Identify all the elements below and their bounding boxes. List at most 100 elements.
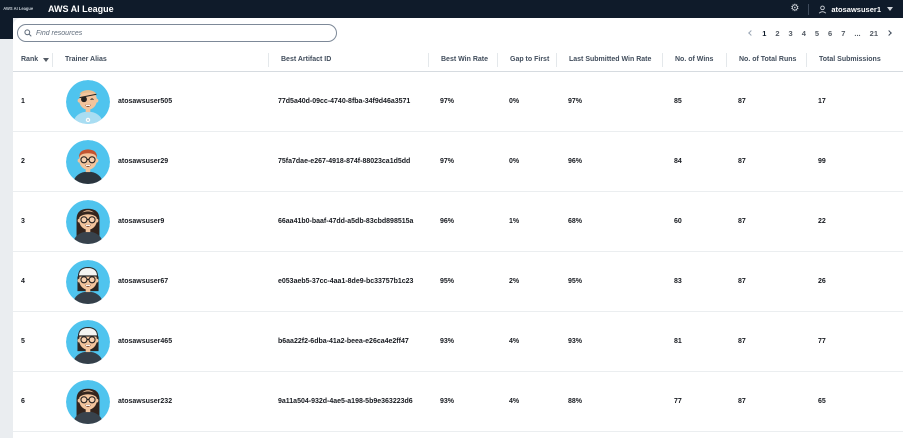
last-submitted-win-rate-cell: 97% [568,98,583,105]
table-row: 6 atosawsuser232 9a11a504-932d-4ae5-a198… [13,372,903,432]
column-header-best-artifact-id[interactable]: Best Artifact ID [268,52,428,67]
page-button-7[interactable]: 7 [841,28,846,38]
page-button-3[interactable]: 3 [788,28,793,38]
no-of-wins-cell: 60 [674,218,682,225]
best-win-rate-cell: 93% [440,398,455,405]
sort-descending-icon [43,57,50,62]
chevron-down-icon [887,7,893,11]
column-header-no-of-wins[interactable]: No. of Wins [662,52,726,67]
best-artifact-id-cell: 77d5a40d-09cc-4740-8fba-34f9d46a3571 [278,98,411,105]
page-button-21[interactable]: 21 [869,28,878,38]
best-win-rate-cell: 96% [440,218,455,225]
no-of-wins-cell: 83 [674,278,682,285]
total-submissions-cell: 77 [818,338,826,345]
trainer-avatar-red-hair-glasses [66,139,110,184]
no-of-total-runs-cell: 87 [738,278,746,285]
aws-ai-league-logo[interactable]: AWS AI League [3,6,34,12]
trainer-alias-cell: atosawsuser67 [52,259,268,304]
best-artifact-id-cell: e053aeb5-37cc-4aa1-8de9-bc33757b1c23 [278,278,414,285]
page-button-6[interactable]: 6 [828,28,833,38]
trainer-alias-label: atosawsuser232 [118,398,173,405]
trainer-avatar-long-dark-hair-glasses [66,379,110,424]
next-page-icon[interactable] [886,30,892,36]
best-win-rate-cell: 93% [440,338,455,345]
column-header-rank[interactable]: Rank [13,53,52,67]
rank-cell: 6 [21,398,25,405]
rank-cell: 2 [21,158,25,165]
table-body: 1 atosawsuser505 77d5a40d-09cc-4740-8fba… [13,72,903,432]
total-submissions-cell: 26 [818,278,826,285]
previous-page-icon[interactable] [748,30,755,36]
trainer-alias-cell: atosawsuser29 [52,139,268,184]
table-row: 4 atosawsuser67 e053aeb5-37cc-4aa1-8de9-… [13,252,903,312]
username-label: atosawsuser1 [831,4,881,14]
topbar-divider [808,3,810,15]
column-header-best-win-rate[interactable]: Best Win Rate [428,52,497,67]
rank-cell: 4 [21,278,25,285]
last-submitted-win-rate-cell: 93% [568,338,583,345]
table-header-row: Rank Trainer Alias Best Artifact ID Best… [13,48,903,72]
trainer-alias-label: atosawsuser9 [118,218,165,225]
collapsed-side-nav [0,18,13,39]
best-artifact-id-cell: 9a11a504-932d-4ae5-a198-5b9e363223d6 [278,398,413,405]
table-row: 3 atosawsuser9 66aa41b0-baaf-47dd-a5db-8… [13,192,903,252]
column-header-label: Rank [21,56,39,63]
gap-to-first-cell: 0% [509,158,520,165]
total-submissions-cell: 99 [818,158,826,165]
page-number-list: 1 2 3 4 5 6 7... 21 [762,29,878,38]
search-box[interactable] [17,24,337,42]
best-win-rate-cell: 95% [440,278,455,285]
no-of-total-runs-cell: 87 [738,98,746,105]
no-of-wins-cell: 85 [674,98,682,105]
last-submitted-win-rate-cell: 96% [568,158,583,165]
page-button-5[interactable]: 5 [814,28,820,38]
top-navigation-bar: AWS AI League AWS AI League ⚙ atosawsuse… [0,0,903,18]
no-of-total-runs-cell: 87 [738,338,746,345]
page-ellipsis: ... [854,28,861,38]
column-header-trainer-alias[interactable]: Trainer Alias [52,52,268,67]
no-of-wins-cell: 81 [674,338,682,345]
trainer-alias-cell: atosawsuser232 [52,379,268,424]
gap-to-first-cell: 4% [509,398,520,405]
trainer-alias-label: atosawsuser505 [118,98,173,105]
column-header-no-of-total-runs[interactable]: No. of Total Runs [726,52,806,67]
column-header-total-submissions[interactable]: Total Submissions [806,52,903,67]
trainer-alias-label: atosawsuser465 [118,338,173,345]
page-title: AWS AI League [48,4,114,14]
total-submissions-cell: 65 [818,398,826,405]
no-of-total-runs-cell: 87 [738,218,746,225]
topbar-utilities: ⚙ atosawsuser1 [790,3,903,15]
search-input[interactable] [36,29,330,37]
last-submitted-win-rate-cell: 95% [568,278,583,285]
column-header-last-submitted-win-rate[interactable]: Last Submitted Win Rate [556,52,662,67]
pagination: 1 2 3 4 5 6 7... 21 [748,29,893,38]
gap-to-first-cell: 2% [509,278,520,285]
rank-cell: 3 [21,218,25,225]
best-win-rate-cell: 97% [440,158,455,165]
trainer-alias-cell: atosawsuser505 [52,79,268,124]
trainer-avatar-white-headband-glasses [66,319,110,364]
rank-cell: 5 [21,338,25,345]
gap-to-first-cell: 1% [509,218,520,225]
no-of-total-runs-cell: 87 [738,398,746,405]
column-header-gap-to-first[interactable]: Gap to First [497,52,556,67]
no-of-wins-cell: 84 [674,158,682,165]
gear-icon[interactable]: ⚙ [790,3,800,14]
total-submissions-cell: 22 [818,218,826,225]
best-win-rate-cell: 97% [440,98,455,105]
rank-cell: 1 [21,98,25,105]
no-of-total-runs-cell: 87 [738,158,746,165]
page-button-1[interactable]: 1 [762,28,767,38]
page-button-2[interactable]: 2 [775,28,780,38]
best-artifact-id-cell: 75fa7dae-e267-4918-874f-88023ca1d5dd [278,158,411,165]
trainer-avatar-white-headband-glasses [66,259,110,304]
gap-to-first-cell: 0% [509,98,520,105]
page-button-4[interactable]: 4 [801,28,806,38]
gap-to-first-cell: 4% [509,338,520,345]
table-row: 1 atosawsuser505 77d5a40d-09cc-4740-8fba… [13,72,903,132]
user-menu[interactable]: atosawsuser1 [818,5,893,14]
best-artifact-id-cell: 66aa41b0-baaf-47dd-a5db-83cbd898515a [278,218,414,225]
last-submitted-win-rate-cell: 88% [568,398,583,405]
